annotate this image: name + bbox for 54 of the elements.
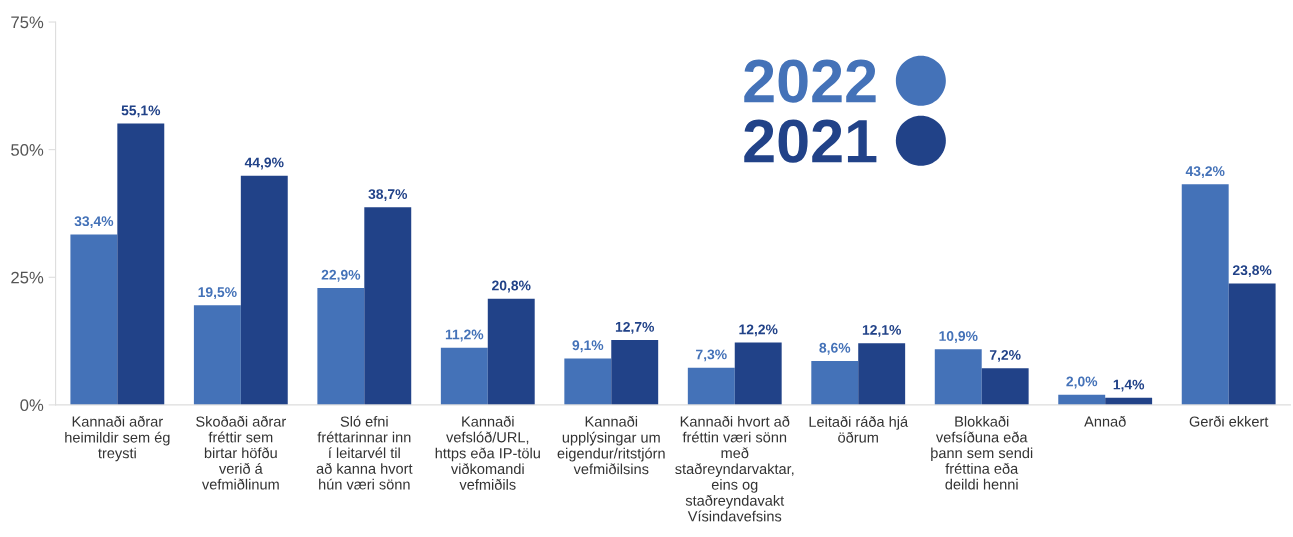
data-label: 33,4%	[74, 216, 114, 229]
legend-label: 2021	[744, 119, 877, 163]
legend-label: 2022	[744, 59, 876, 103]
data-label: 23,8%	[1232, 265, 1272, 278]
bar	[811, 360, 859, 405]
data-label: 12,2%	[739, 324, 778, 337]
x-tick-label: Leitaði ráða hjá öðrum	[809, 416, 909, 443]
data-label: 12,7%	[615, 321, 655, 334]
data-label: 38,7%	[368, 189, 408, 202]
x-tick-label: Skoðaði aðrar fréttir sem birtar höfðu verið á vefmiðlinum	[196, 415, 286, 490]
bar	[440, 347, 488, 405]
y-tick-label: 0%	[20, 399, 44, 412]
data-label: 12,1%	[862, 324, 902, 337]
data-label: 7,2%	[989, 350, 1021, 362]
bar	[487, 298, 535, 405]
data-label: 9,1%	[572, 340, 604, 353]
bar	[1228, 283, 1276, 405]
data-label: 8,6%	[819, 342, 851, 355]
bar	[858, 343, 906, 405]
y-tick-label: 25%	[11, 271, 44, 284]
bar	[934, 349, 982, 405]
x-tick-label: Kannaði upplýsingar um eigendur/ritstjórn vefmiðilsins	[557, 415, 665, 475]
x-tick-label: Sló efni fréttarinnar inn í leitarvél til að kanna hvort hún væri sönn	[316, 415, 413, 490]
bar	[611, 340, 659, 405]
bar	[1181, 184, 1229, 405]
x-tick-label: Gerði ekkert	[1189, 415, 1269, 427]
bar	[317, 287, 365, 405]
bar	[981, 368, 1029, 405]
data-label: 43,2%	[1185, 166, 1225, 179]
data-label: 22,9%	[321, 269, 361, 282]
x-tick-label: Blokkaði vefsíðuna eða þann sem sendi fréttina eða deildi henni	[931, 415, 1033, 490]
x-tick-label: Kannaði hvort að fréttin væri sönn með staðreyndarvaktar, eins og staðreyndavakt Vísindavefsins	[675, 415, 794, 522]
x-tick-label: Kannaði aðrar heimildir sem ég treysti	[65, 415, 170, 462]
bar	[117, 123, 165, 405]
data-label: 1,4%	[1113, 379, 1145, 392]
bar	[240, 175, 288, 405]
y-tick-label: 75%	[11, 16, 44, 29]
bar	[687, 367, 735, 405]
data-label: 55,1%	[121, 105, 161, 118]
data-label: 20,8%	[492, 280, 531, 293]
bar	[734, 342, 782, 405]
data-label: 11,2%	[445, 329, 484, 342]
data-label: 44,9%	[244, 157, 284, 170]
data-label: 19,5%	[198, 287, 237, 300]
data-label: 2,0%	[1066, 376, 1098, 389]
x-tick-label: Kannaði vefslóð/URL, https eða IP-tölu viðkomandi vefmiðils	[435, 415, 540, 490]
data-label: 10,9%	[939, 331, 978, 343]
bar	[364, 207, 412, 405]
data-label: 7,3%	[696, 349, 727, 362]
bar	[564, 358, 612, 405]
bar	[193, 305, 241, 405]
bar	[70, 234, 118, 405]
x-tick-label: Annað	[1084, 415, 1126, 427]
y-tick-label: 50%	[11, 144, 44, 156]
